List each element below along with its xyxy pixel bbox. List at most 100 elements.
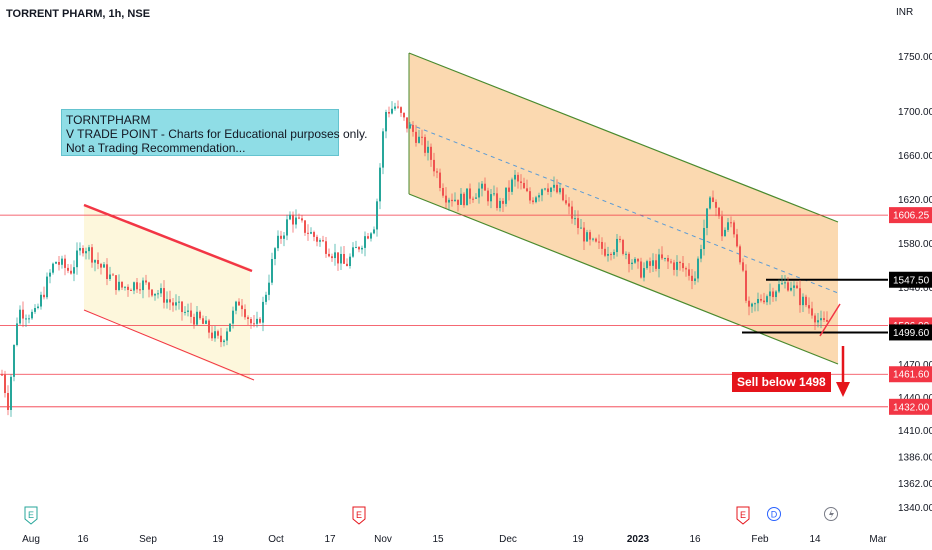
- candle-body: [601, 241, 603, 249]
- candle: [145, 274, 147, 285]
- candle-body: [52, 263, 54, 273]
- candle: [640, 257, 642, 279]
- candle-body: [724, 229, 726, 237]
- x-tick-label: Mar: [869, 534, 887, 545]
- candle-body: [37, 306, 39, 309]
- x-tick-label: 16: [77, 534, 89, 545]
- candle-body: [247, 317, 249, 319]
- candle-body: [376, 201, 378, 230]
- candle-body: [388, 111, 390, 114]
- candle: [769, 283, 771, 305]
- y-tick-label: 1750.00: [898, 52, 932, 63]
- candle: [523, 177, 525, 189]
- price-level-badge-text: 1461.60: [893, 370, 930, 381]
- candle-body: [172, 302, 174, 306]
- candle-body: [784, 282, 786, 284]
- candle: [730, 216, 732, 228]
- candle: [424, 134, 426, 157]
- main-channel-midline: [408, 123, 839, 294]
- candle-body: [685, 268, 687, 270]
- candle: [700, 244, 702, 263]
- candle-body: [301, 218, 303, 221]
- candle: [649, 257, 651, 273]
- candle-body: [703, 227, 705, 250]
- candle: [163, 280, 165, 309]
- candle-body: [217, 331, 219, 336]
- currency-label: INR: [896, 7, 913, 18]
- x-tick-label: 19: [212, 534, 224, 545]
- annotation-box[interactable]: TORNTPHARM V TRADE POINT - Charts for Ed…: [61, 109, 368, 156]
- candle-body: [358, 247, 360, 250]
- sell-signal-label[interactable]: Sell below 1498: [732, 372, 831, 392]
- candle-body: [808, 305, 810, 309]
- candle-body: [283, 235, 285, 239]
- small-channel-upper-line: [83, 203, 253, 273]
- candle: [82, 245, 84, 257]
- candle: [58, 256, 60, 271]
- candle-body: [421, 136, 423, 138]
- candle-body: [787, 282, 789, 291]
- candle-body: [226, 331, 228, 341]
- candle-body: [589, 232, 591, 240]
- drawings-layer: [819, 303, 850, 397]
- candle-body: [493, 193, 495, 195]
- candle-body: [244, 309, 246, 318]
- candle-body: [610, 254, 612, 256]
- candle: [1, 369, 3, 376]
- candle-body: [361, 247, 363, 250]
- candle-body: [826, 319, 828, 322]
- x-tick-label: 19: [572, 534, 584, 545]
- candle-body: [286, 219, 288, 236]
- candle: [292, 211, 294, 233]
- candle-body: [406, 117, 408, 129]
- candle: [691, 268, 693, 290]
- candle-body: [736, 234, 738, 247]
- candle: [340, 246, 342, 271]
- y-tick-label: 1362.00: [898, 479, 932, 490]
- candle: [628, 251, 630, 273]
- candle: [139, 282, 141, 295]
- candle-body: [658, 254, 660, 269]
- candle-body: [250, 318, 252, 324]
- candle-body: [415, 131, 417, 143]
- candle-body: [430, 146, 432, 160]
- candle-body: [739, 246, 741, 263]
- candle: [172, 298, 174, 312]
- candle-body: [484, 183, 486, 191]
- candle-body: [613, 252, 615, 255]
- candle-body: [25, 318, 27, 320]
- candle-body: [34, 308, 36, 312]
- candle-body: [742, 262, 744, 271]
- annotation-line: V TRADE POINT - Charts for Educational p…: [66, 127, 368, 141]
- candle-body: [580, 227, 582, 229]
- candle: [127, 284, 129, 297]
- candle-body: [796, 285, 798, 289]
- candle-body: [373, 229, 375, 234]
- candle-body: [178, 301, 180, 303]
- candle: [253, 314, 255, 328]
- candle-body: [436, 171, 438, 173]
- candle: [433, 152, 435, 177]
- candle: [367, 233, 369, 240]
- candle-body: [772, 291, 774, 298]
- candle: [682, 256, 684, 272]
- candle: [100, 262, 102, 275]
- dividend-icon-letter: D: [771, 510, 778, 520]
- candle-body: [187, 310, 189, 312]
- candle-body: [607, 254, 609, 256]
- candle: [376, 198, 378, 237]
- candle-body: [694, 278, 696, 281]
- candle: [289, 211, 291, 221]
- candle-body: [154, 293, 156, 296]
- candle-body: [328, 253, 330, 257]
- candle: [466, 188, 468, 206]
- candle: [508, 180, 510, 201]
- candle: [430, 143, 432, 167]
- candle-body: [544, 188, 546, 190]
- candle: [676, 255, 678, 277]
- x-tick-label: Aug: [22, 534, 40, 545]
- candle: [67, 264, 69, 274]
- price-level-badge: 1499.60: [889, 324, 932, 341]
- candle-body: [754, 303, 756, 305]
